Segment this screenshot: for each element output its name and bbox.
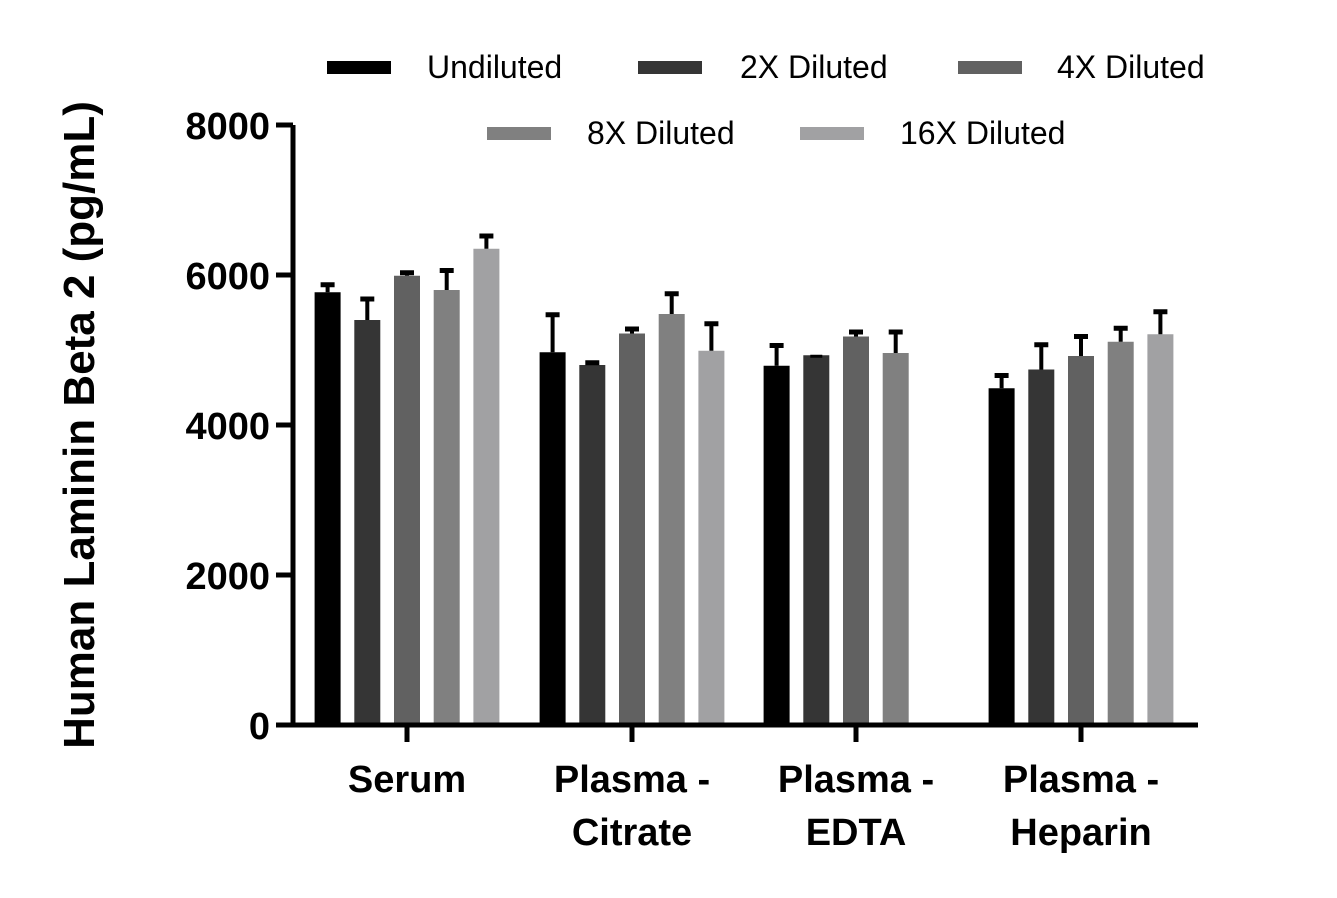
y-ticks: 0 2000 4000 6000 8000 [185, 106, 293, 748]
bar [1147, 334, 1174, 725]
category-label: Heparin [1010, 812, 1151, 854]
category-label: Plasma - [778, 759, 934, 801]
axes [290, 125, 1198, 728]
category-label: Plasma - [554, 759, 710, 801]
bar [394, 275, 420, 725]
bar [988, 388, 1015, 725]
bar [619, 333, 645, 725]
legend-label: 8X Diluted [587, 115, 735, 151]
legend-swatch [327, 61, 391, 74]
bar [314, 292, 341, 725]
x-categories: Serum Plasma - Citrate Plasma - EDTA Plasma -… [348, 725, 1159, 854]
bar [1107, 341, 1134, 725]
category-label: Serum [348, 759, 466, 801]
y-tick-label: 6000 [185, 256, 270, 298]
legend-swatch [487, 127, 551, 140]
bar [658, 314, 685, 725]
legend-swatch [958, 61, 1022, 74]
category-label: EDTA [806, 812, 907, 854]
category-label: Citrate [572, 812, 692, 854]
bar [882, 353, 909, 725]
legend-label: 16X Diluted [900, 115, 1065, 151]
category-label: Plasma - [1003, 759, 1159, 801]
legend: Undiluted 2X Diluted 4X Diluted 8X Diluted 1… [327, 49, 1205, 151]
legend-swatch [638, 61, 702, 74]
y-tick-label: 8000 [185, 106, 270, 148]
bar [579, 365, 606, 725]
bar [698, 350, 725, 725]
bar [433, 290, 460, 725]
bar [354, 320, 381, 725]
bar [763, 365, 790, 725]
y-tick-label: 4000 [185, 406, 270, 448]
legend-label: 2X Diluted [740, 49, 888, 85]
y-tick-label: 2000 [185, 556, 270, 598]
bar [539, 352, 566, 725]
bar [1028, 369, 1055, 725]
legend-label: 4X Diluted [1057, 49, 1205, 85]
y-axis-label: Human Laminin Beta 2 (pg/mL) [55, 101, 104, 749]
bar [843, 336, 869, 725]
legend-swatch [800, 127, 864, 140]
y-tick-label: 0 [249, 706, 270, 748]
bar [1068, 356, 1094, 725]
legend-label: Undiluted [427, 49, 562, 85]
bar [803, 355, 830, 725]
bars-layer [314, 233, 1174, 725]
bar [473, 248, 500, 725]
